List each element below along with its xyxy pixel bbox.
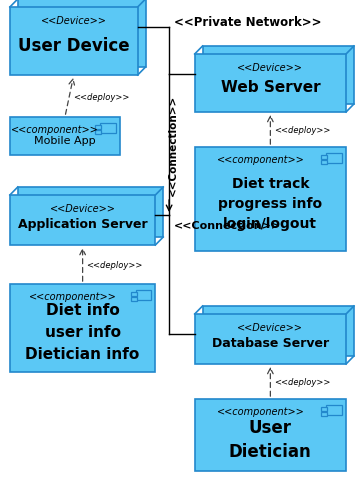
- Bar: [18, 188, 163, 238]
- Text: Web Server: Web Server: [221, 80, 320, 96]
- Text: user info: user info: [45, 325, 121, 340]
- Bar: [10, 118, 120, 156]
- Text: Diet track: Diet track: [231, 177, 309, 191]
- Bar: [203, 47, 354, 105]
- Bar: [321, 156, 327, 160]
- Text: <<deploy>>: <<deploy>>: [73, 92, 130, 101]
- Text: <<Private Network>>: <<Private Network>>: [174, 15, 321, 28]
- Text: <<deploy>>: <<deploy>>: [274, 126, 331, 135]
- Bar: [195, 399, 346, 471]
- Text: Database Server: Database Server: [212, 337, 329, 350]
- Text: Dietician: Dietician: [229, 442, 312, 460]
- Text: Dietician info: Dietician info: [26, 347, 140, 362]
- Text: <<deploy>>: <<deploy>>: [86, 261, 143, 269]
- Bar: [95, 131, 101, 135]
- Bar: [327, 405, 342, 415]
- Bar: [327, 154, 342, 164]
- Bar: [131, 292, 137, 296]
- Text: <<deploy>>: <<deploy>>: [274, 377, 331, 386]
- Text: Diet info: Diet info: [46, 303, 120, 318]
- Text: Mobile App: Mobile App: [34, 136, 96, 146]
- Text: <<Connection>>: <<Connection>>: [168, 95, 178, 196]
- Bar: [195, 314, 346, 364]
- Text: progress info: progress info: [218, 197, 323, 211]
- Text: <<Device>>: <<Device>>: [50, 204, 116, 214]
- Text: <<Device>>: <<Device>>: [238, 63, 303, 73]
- Bar: [95, 126, 101, 130]
- Text: Application Server: Application Server: [18, 218, 148, 231]
- Text: <<Connection>>: <<Connection>>: [174, 220, 281, 230]
- Bar: [100, 124, 116, 134]
- Bar: [10, 285, 156, 372]
- Bar: [18, 0, 145, 68]
- Bar: [136, 290, 152, 300]
- Bar: [321, 161, 327, 165]
- Text: <<component>>: <<component>>: [29, 291, 117, 301]
- Text: <<component>>: <<component>>: [11, 125, 99, 135]
- Bar: [131, 298, 137, 301]
- Bar: [321, 412, 327, 416]
- Bar: [195, 148, 346, 252]
- Bar: [321, 407, 327, 411]
- Text: <<component>>: <<component>>: [217, 155, 305, 165]
- Bar: [195, 55, 346, 113]
- Text: <<Device>>: <<Device>>: [41, 16, 107, 26]
- Text: User: User: [249, 418, 292, 436]
- Bar: [10, 195, 156, 245]
- Text: login/logout: login/logout: [223, 216, 318, 230]
- Text: <<component>>: <<component>>: [217, 406, 305, 416]
- Bar: [203, 306, 354, 356]
- Text: User Device: User Device: [18, 37, 130, 55]
- Bar: [10, 8, 138, 76]
- Text: <<Device>>: <<Device>>: [238, 323, 303, 332]
